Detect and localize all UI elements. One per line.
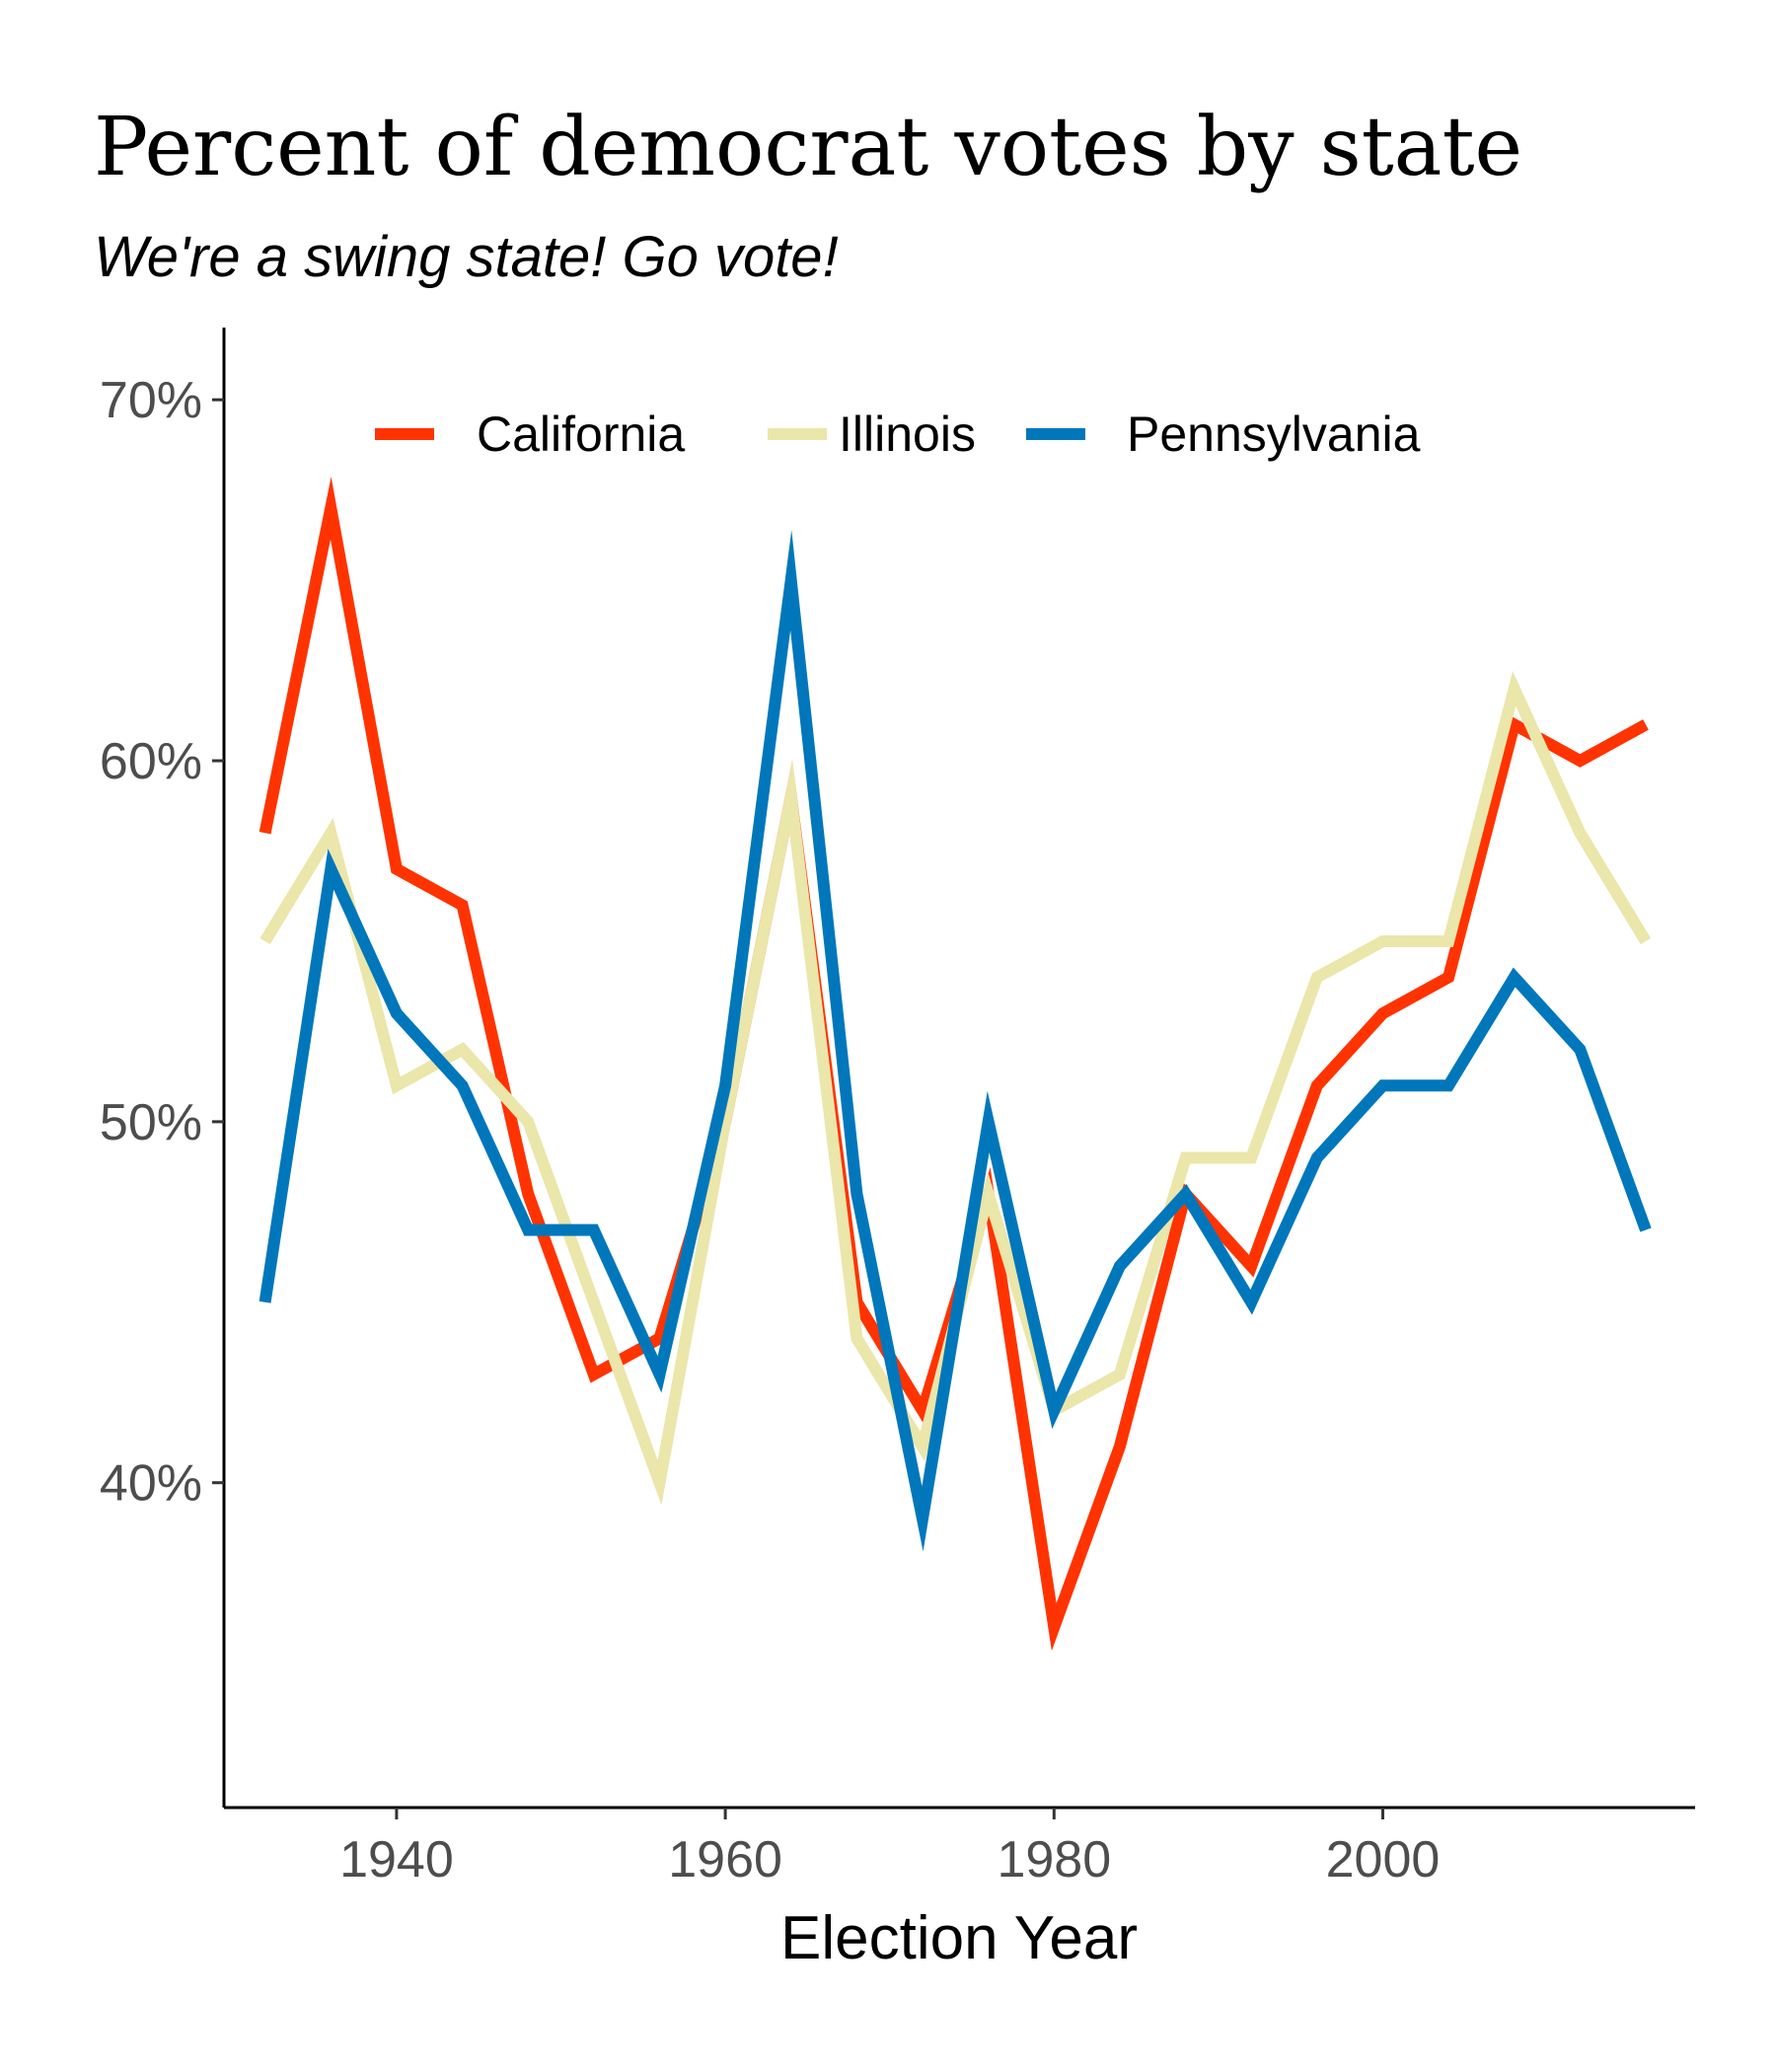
y-tick-label: 60% xyxy=(100,733,202,790)
legend: California Illinois Pennsylvania xyxy=(375,407,1421,462)
legend-label-illinois: Illinois xyxy=(839,407,976,462)
series-line-pennsylvania xyxy=(259,530,1652,1552)
y-tick-label: 40% xyxy=(100,1455,202,1513)
series-layer xyxy=(259,477,1652,1652)
y-tick-label: 50% xyxy=(100,1094,202,1151)
y-axis-ticks: 40% 50% 60% 70% xyxy=(100,372,224,1513)
x-axis-title: Election Year xyxy=(780,1904,1138,1972)
chart-title: Percent of democrat votes by state xyxy=(94,101,1522,194)
x-tick-label: 1960 xyxy=(668,1831,782,1888)
y-tick-label: 70% xyxy=(100,372,202,429)
x-tick-label: 1940 xyxy=(339,1831,454,1888)
legend-label-pennsylvania: Pennsylvania xyxy=(1127,407,1421,462)
legend-label-california: California xyxy=(477,407,685,462)
x-tick-label: 2000 xyxy=(1326,1831,1441,1888)
x-axis-ticks: 1940 1960 1980 2000 xyxy=(339,1808,1440,1888)
x-tick-label: 1980 xyxy=(997,1831,1111,1888)
chart-subtitle: We're a swing state! Go vote! xyxy=(94,225,839,289)
